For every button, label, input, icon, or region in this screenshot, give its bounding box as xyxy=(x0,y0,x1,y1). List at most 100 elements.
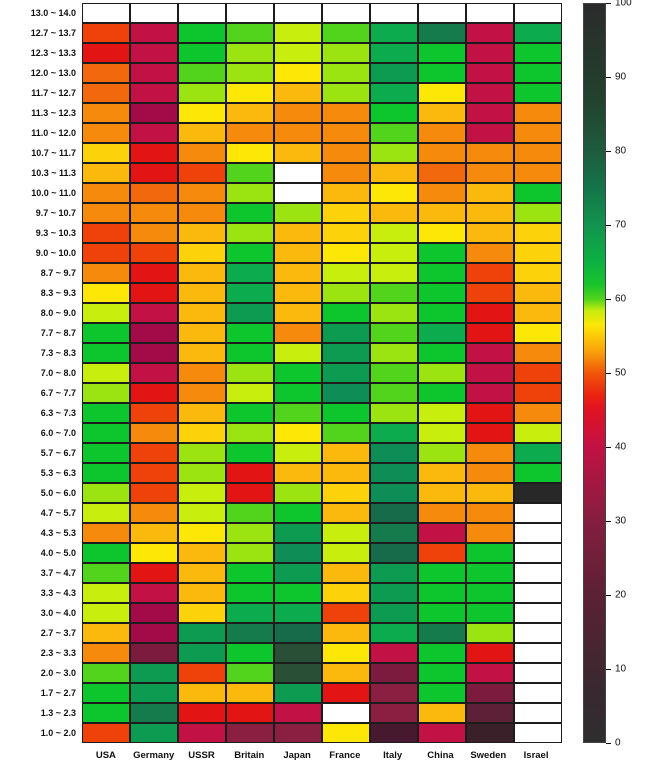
heatmap-cell xyxy=(322,723,370,742)
heatmap-cell xyxy=(322,123,370,143)
y-axis-label: 3.0 ~ 4.0 xyxy=(40,608,76,618)
heatmap-cell xyxy=(466,243,514,263)
heatmap-cell xyxy=(514,23,561,43)
heatmap-cell xyxy=(83,383,130,403)
y-axis-label: 5.0 ~ 6.0 xyxy=(40,488,76,498)
heatmap-cell xyxy=(418,463,466,483)
heatmap-cell xyxy=(466,463,514,483)
heatmap-cell xyxy=(83,523,130,543)
heatmap-cell xyxy=(514,543,561,563)
heatmap-cell xyxy=(466,443,514,463)
colorbar-tick-label: 20 xyxy=(615,589,627,601)
heatmap-cell xyxy=(274,563,322,583)
heatmap-cell xyxy=(418,343,466,363)
heatmap-cell xyxy=(274,23,322,43)
heatmap-cell xyxy=(322,683,370,703)
heatmap-cell xyxy=(514,223,561,243)
heatmap-cell xyxy=(370,103,418,123)
heatmap-cell xyxy=(274,203,322,223)
heatmap-cell xyxy=(370,603,418,623)
heatmap-cell xyxy=(370,723,418,742)
heatmap-cell xyxy=(514,443,561,463)
colorbar xyxy=(583,3,606,743)
heatmap-cell xyxy=(322,383,370,403)
heatmap-cell xyxy=(178,683,226,703)
heatmap-cell xyxy=(370,583,418,603)
heatmap-cell xyxy=(83,4,130,23)
heatmap-cell xyxy=(322,103,370,123)
heatmap-cell xyxy=(178,123,226,143)
heatmap-cell xyxy=(130,23,178,43)
heatmap-cell xyxy=(130,363,178,383)
heatmap-cell xyxy=(83,483,130,503)
heatmap-cell xyxy=(418,563,466,583)
heatmap-cell xyxy=(322,583,370,603)
heatmap-cell xyxy=(418,163,466,183)
heatmap-cell xyxy=(370,463,418,483)
y-axis-label: 10.3 ~ 11.3 xyxy=(31,168,76,178)
heatmap-cell xyxy=(514,523,561,543)
y-axis-label: 8.3 ~ 9.3 xyxy=(40,288,76,298)
heatmap-cell xyxy=(322,523,370,543)
heatmap-cell xyxy=(83,543,130,563)
heatmap-cell xyxy=(83,663,130,683)
heatmap-cell xyxy=(130,143,178,163)
heatmap-cell xyxy=(322,543,370,563)
heatmap-cell xyxy=(322,563,370,583)
heatmap-cell xyxy=(418,43,466,63)
heatmap-cell xyxy=(83,343,130,363)
heatmap-cell xyxy=(274,583,322,603)
heatmap-cell xyxy=(226,363,274,383)
heatmap-cell xyxy=(322,343,370,363)
heatmap-cell xyxy=(418,583,466,603)
heatmap-cell xyxy=(226,63,274,83)
heatmap-cell xyxy=(418,243,466,263)
y-axis-label: 6.7 ~ 7.7 xyxy=(40,388,76,398)
heatmap-cell xyxy=(466,403,514,423)
heatmap-cell xyxy=(83,263,130,283)
heatmap-cell xyxy=(130,563,178,583)
heatmap-cell xyxy=(178,23,226,43)
heatmap-cell xyxy=(83,423,130,443)
heatmap-cell xyxy=(466,363,514,383)
heatmap-cell xyxy=(418,263,466,283)
heatmap-cell xyxy=(370,23,418,43)
heatmap-cell xyxy=(514,83,561,103)
heatmap-cell xyxy=(466,323,514,343)
heatmap-cell xyxy=(514,283,561,303)
y-axis-label: 11.3 ~ 12.3 xyxy=(31,108,76,118)
heatmap-cell xyxy=(514,303,561,323)
x-axis-label: Israel xyxy=(523,750,549,761)
heatmap-cell xyxy=(83,103,130,123)
heatmap-cell xyxy=(418,323,466,343)
heatmap-cell xyxy=(514,623,561,643)
heatmap-cell xyxy=(466,623,514,643)
heatmap-cell xyxy=(514,563,561,583)
colorbar-tick xyxy=(606,151,611,152)
x-axis-label: Italy xyxy=(383,750,403,761)
heatmap-cell xyxy=(178,443,226,463)
y-axis-label: 3.3 ~ 4.3 xyxy=(40,588,76,598)
y-axis-labels: 13.0 ~ 14.0 12.7 ~ 13.7 12.3 ~ 13.3 12.0 ~ … xyxy=(0,3,76,743)
heatmap-cell xyxy=(83,623,130,643)
heatmap-cell xyxy=(322,663,370,683)
heatmap-cell xyxy=(178,243,226,263)
heatmap-cell xyxy=(130,203,178,223)
y-axis-label: 4.3 ~ 5.3 xyxy=(40,528,76,538)
heatmap-cell xyxy=(466,143,514,163)
y-axis-label: 1.3 ~ 2.3 xyxy=(40,708,76,718)
heatmap-cell xyxy=(83,643,130,663)
y-axis-label: 7.3 ~ 8.3 xyxy=(40,348,76,358)
heatmap-cell xyxy=(178,403,226,423)
heatmap-cell xyxy=(274,603,322,623)
heatmap-cell xyxy=(418,503,466,523)
heatmap-cell xyxy=(418,63,466,83)
heatmap-cell xyxy=(130,323,178,343)
heatmap-cell xyxy=(226,103,274,123)
heatmap-cell xyxy=(178,4,226,23)
heatmap-cell xyxy=(178,703,226,722)
heatmap-cell xyxy=(370,403,418,423)
heatmap-cell xyxy=(83,303,130,323)
heatmap-cell xyxy=(226,403,274,423)
heatmap-cell xyxy=(274,263,322,283)
